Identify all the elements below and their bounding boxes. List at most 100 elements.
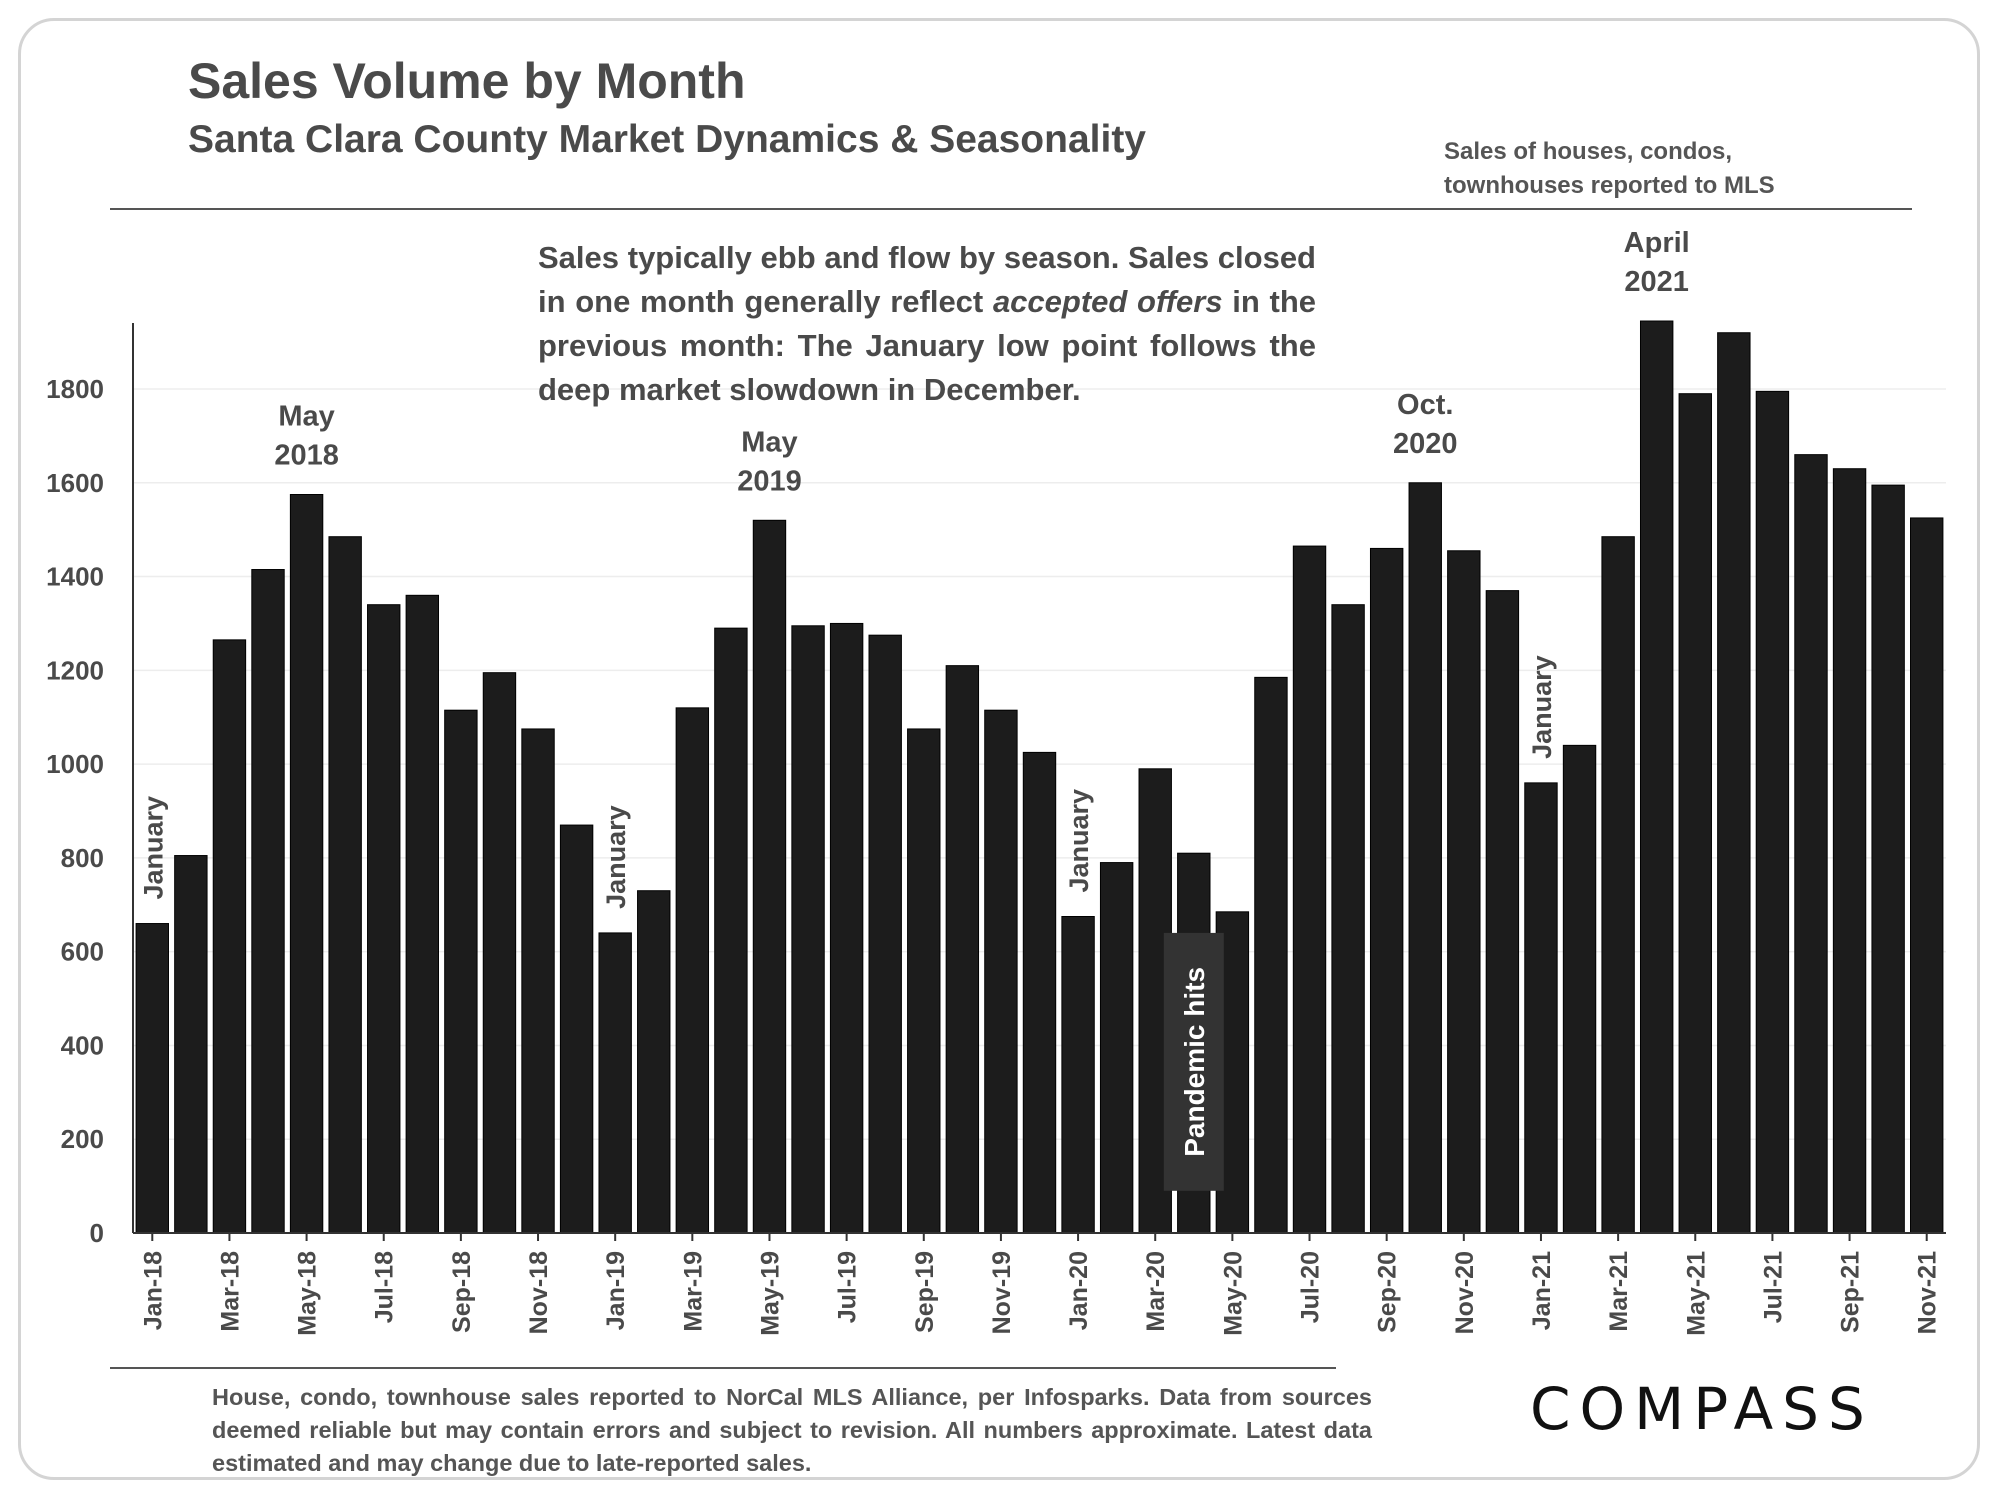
data-scope-note: Sales of houses, condos, townhouses repo… — [1444, 135, 1864, 203]
bar-mar-18 — [212, 639, 247, 1234]
x-tick-label-sep-20: Sep-20 — [1374, 1251, 1402, 1333]
bar-apr-18 — [251, 569, 285, 1234]
x-tick-label-nov-19: Nov-19 — [988, 1251, 1016, 1334]
x-tick-label-jul-20: Jul-20 — [1297, 1251, 1325, 1323]
bar-aug-21 — [1794, 454, 1828, 1234]
bar-nov-20 — [1447, 550, 1481, 1234]
bar-jul-19 — [829, 622, 864, 1234]
bar-dec-20 — [1485, 590, 1520, 1234]
bar-dec-18 — [559, 824, 594, 1234]
y-tick-label: 1400 — [46, 562, 104, 592]
bar-dec-19 — [1022, 751, 1057, 1234]
bar-jun-21 — [1717, 332, 1751, 1234]
bar-oct-18 — [482, 672, 517, 1234]
y-tick-label: 0 — [90, 1218, 104, 1248]
bar-jun-18 — [328, 536, 362, 1234]
x-tick-label-mar-18: Mar-18 — [216, 1251, 244, 1332]
bar-nov-18 — [521, 728, 555, 1234]
bar-may-18 — [289, 494, 324, 1234]
x-tick-label-sep-21: Sep-21 — [1837, 1251, 1865, 1333]
x-tick-label-mar-19: Mar-19 — [679, 1251, 707, 1332]
bar-nov-21 — [1910, 517, 1944, 1234]
chart-title: Sales Volume by Month — [188, 53, 746, 109]
bar-mar-21 — [1601, 536, 1635, 1234]
bar-feb-18 — [174, 855, 208, 1234]
y-tick-label: 1600 — [46, 468, 104, 498]
annotation-january-jan-19: January — [601, 805, 631, 909]
bar-jun-20 — [1254, 676, 1288, 1234]
bar-sep-20 — [1369, 547, 1404, 1234]
y-tick-label: 200 — [61, 1124, 104, 1154]
bar-oct-20 — [1408, 482, 1442, 1234]
x-tick-label-nov-18: Nov-18 — [525, 1251, 553, 1334]
annotation-text-2: in the previous month: The January low p… — [538, 284, 1317, 407]
bar-jan-20 — [1061, 916, 1095, 1234]
x-tick-label-sep-18: Sep-18 — [448, 1251, 476, 1333]
annotation-may-2019: May — [741, 426, 797, 458]
annotation-april-2021: April — [1624, 227, 1690, 259]
bar-jun-19 — [791, 625, 825, 1234]
bar-feb-21 — [1562, 744, 1597, 1234]
bar-feb-19 — [637, 890, 671, 1234]
x-tick-label-jan-18: Jan-18 — [139, 1251, 167, 1330]
bar-jul-18 — [367, 604, 401, 1234]
x-tick-label-jul-21: Jul-21 — [1759, 1251, 1787, 1323]
bar-sep-21 — [1832, 468, 1867, 1234]
bar-aug-18 — [405, 594, 440, 1234]
annotation-text-1: Sales typically ebb and flow by season. … — [538, 240, 1316, 319]
bar-apr-21 — [1639, 320, 1674, 1234]
y-tick-label: 1000 — [46, 749, 104, 779]
x-tick-label-jan-21: Jan-21 — [1528, 1251, 1556, 1330]
compass-logo: COMPASS — [1530, 1375, 1874, 1443]
x-tick-label-mar-20: Mar-20 — [1142, 1251, 1170, 1332]
x-tick-label-nov-20: Nov-20 — [1451, 1251, 1479, 1334]
x-tick-label-sep-19: Sep-19 — [911, 1251, 939, 1333]
x-tick-label-jan-20: Jan-20 — [1065, 1251, 1093, 1330]
annotation-january-jan-20: January — [1064, 789, 1094, 893]
bar-jul-21 — [1755, 390, 1790, 1234]
bar-sep-19 — [907, 728, 941, 1234]
pandemic-label-box — [1163, 932, 1224, 1191]
chart-subtitle: Santa Clara County Market Dynamics & Sea… — [188, 118, 1146, 161]
annotation-oct-2020: 2020 — [1393, 428, 1458, 460]
annotation-january-jan-18: January — [138, 796, 168, 900]
bar-jan-18 — [135, 923, 169, 1234]
x-tick-label-may-19: May-19 — [756, 1251, 784, 1336]
x-tick-label-may-21: May-21 — [1682, 1251, 1710, 1336]
y-tick-label: 1800 — [46, 374, 104, 404]
source-footnote: House, condo, townhouse sales reported t… — [212, 1384, 1372, 1476]
y-tick-label: 800 — [61, 843, 104, 873]
annotation-emphasis: accepted offers — [992, 284, 1223, 319]
bar-jan-19 — [598, 932, 632, 1234]
data-scope-note-line-2: townhouses reported to MLS — [1444, 172, 1775, 199]
bar-sep-18 — [444, 709, 478, 1234]
bar-mar-19 — [675, 707, 710, 1234]
annotation-pandemic-hits: Pandemic hits — [1179, 967, 1210, 1157]
y-tick-label: 400 — [61, 1030, 104, 1060]
x-tick-label-jul-18: Jul-18 — [371, 1251, 399, 1323]
bar-aug-19 — [868, 634, 902, 1234]
bar-jul-20 — [1292, 545, 1327, 1234]
x-tick-label-nov-21: Nov-21 — [1914, 1251, 1942, 1334]
bar-nov-19 — [984, 709, 1018, 1234]
bar-oct-21 — [1871, 484, 1905, 1234]
annotation-january-jan-21: January — [1527, 655, 1557, 759]
bar-may-21 — [1678, 393, 1712, 1234]
annotation-april-2021: 2021 — [1624, 266, 1689, 298]
annotation-may-2018: 2018 — [274, 440, 339, 472]
annotation-may-2019: 2019 — [737, 465, 802, 497]
bar-apr-19 — [714, 627, 748, 1234]
x-tick-label-may-18: May-18 — [294, 1251, 322, 1336]
bar-jan-21 — [1524, 782, 1558, 1234]
x-tick-label-jan-19: Jan-19 — [602, 1251, 630, 1330]
bar-feb-20 — [1099, 862, 1134, 1234]
x-tick-label-mar-21: Mar-21 — [1605, 1251, 1633, 1332]
bar-may-19 — [752, 519, 787, 1234]
x-tick-label-may-20: May-20 — [1219, 1251, 1247, 1336]
y-tick-label: 600 — [61, 937, 104, 967]
bar-aug-20 — [1331, 604, 1365, 1234]
annotation-oct-2020: Oct. — [1397, 389, 1453, 421]
annotation-may-2018: May — [278, 401, 334, 433]
x-tick-label-jul-19: Jul-19 — [834, 1251, 862, 1323]
